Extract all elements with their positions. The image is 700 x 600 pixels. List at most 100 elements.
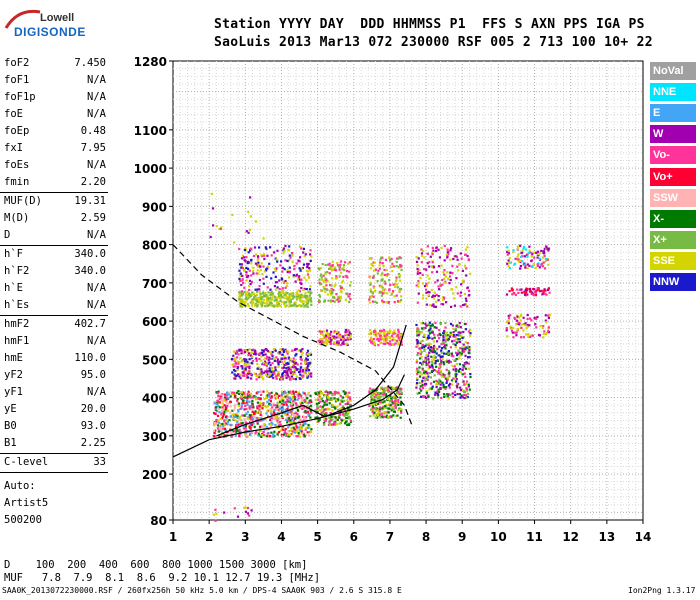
echo-point <box>254 351 257 354</box>
echo-point <box>377 391 380 395</box>
echo-point <box>461 373 464 376</box>
echo-point <box>232 391 235 394</box>
echo-point <box>387 415 390 418</box>
echo-point <box>381 399 384 402</box>
echo-point <box>369 267 372 270</box>
echo-point <box>256 374 259 377</box>
echo-point <box>377 402 380 405</box>
echo-point <box>245 374 249 377</box>
echo-point <box>286 372 289 375</box>
echo-point <box>259 417 262 420</box>
echo-point <box>452 327 455 330</box>
echo-point <box>509 261 512 264</box>
echo-point <box>220 399 223 402</box>
echo-point <box>317 398 320 401</box>
echo-point <box>396 334 399 338</box>
echo-point <box>526 317 529 320</box>
echo-point <box>234 376 237 379</box>
echo-point <box>380 402 383 405</box>
echo-point <box>450 305 453 308</box>
echo-point <box>300 403 303 406</box>
echo-point <box>384 342 387 345</box>
echo-point <box>237 362 240 365</box>
echo-point <box>455 368 458 371</box>
echo-point <box>520 291 523 294</box>
echo-point <box>284 244 287 247</box>
echo-point <box>370 398 373 401</box>
echo-point <box>301 266 304 270</box>
echo-point <box>462 279 465 282</box>
echo-point <box>515 257 518 261</box>
echo-point <box>442 383 445 386</box>
echo-point <box>306 273 310 276</box>
echo-point <box>301 376 304 379</box>
echo-point <box>289 360 292 363</box>
echo-point <box>296 435 299 438</box>
echo-point <box>256 363 259 366</box>
echo-point <box>297 289 300 292</box>
echo-point <box>383 387 386 390</box>
echo-point <box>297 276 300 279</box>
echo-point <box>541 326 544 329</box>
echo-point <box>293 398 296 401</box>
echo-point <box>380 412 383 415</box>
echo-point <box>447 277 450 280</box>
echo-point <box>243 256 246 259</box>
echo-point <box>229 415 232 418</box>
echo-point <box>248 285 251 288</box>
echo-point <box>214 508 217 511</box>
echo-point <box>278 295 281 298</box>
echo-point <box>335 399 338 402</box>
echo-point <box>330 415 333 419</box>
echo-point <box>309 253 312 256</box>
echo-point <box>287 390 290 393</box>
param-row: D N/A <box>4 227 106 244</box>
echo-point <box>289 404 292 407</box>
echo-point <box>397 342 400 345</box>
echo-point <box>255 357 258 360</box>
param-name: yF2 <box>4 369 23 381</box>
echo-point <box>419 272 422 275</box>
echo-point <box>535 317 538 320</box>
echo-point <box>432 294 435 297</box>
echo-point <box>279 297 282 300</box>
echo-point <box>425 324 428 327</box>
echo-point <box>277 361 280 364</box>
echo-point <box>424 322 427 325</box>
echo-point <box>288 303 292 306</box>
echo-point <box>392 283 395 286</box>
echo-point <box>421 297 424 300</box>
echo-point <box>242 399 245 402</box>
echo-point <box>265 396 268 399</box>
echo-point <box>428 372 432 375</box>
echo-point <box>280 277 283 280</box>
echo-point <box>307 424 310 427</box>
echo-point <box>334 277 337 280</box>
echo-point <box>295 353 298 356</box>
echo-point <box>251 413 254 416</box>
echo-point <box>260 435 263 438</box>
echo-point <box>457 369 460 372</box>
y-tick-label: 500 <box>142 353 167 367</box>
echo-point <box>283 429 286 432</box>
echo-point <box>386 292 389 295</box>
echo-point <box>426 372 429 375</box>
echo-point <box>465 387 468 390</box>
echo-point <box>346 407 350 410</box>
echo-point <box>416 329 419 332</box>
echo-point <box>444 322 447 325</box>
echo-point <box>518 316 521 319</box>
echo-point <box>464 346 468 349</box>
echo-point <box>259 374 262 377</box>
echo-point <box>377 269 380 272</box>
echo-point <box>225 419 228 422</box>
echo-point <box>291 377 294 380</box>
echo-point <box>344 420 348 423</box>
echo-point <box>380 291 383 294</box>
echo-point <box>458 321 461 325</box>
echo-point <box>368 404 371 407</box>
echo-point <box>262 351 265 354</box>
echo-point <box>391 291 394 294</box>
echo-point <box>299 298 302 301</box>
echo-point <box>328 262 331 265</box>
